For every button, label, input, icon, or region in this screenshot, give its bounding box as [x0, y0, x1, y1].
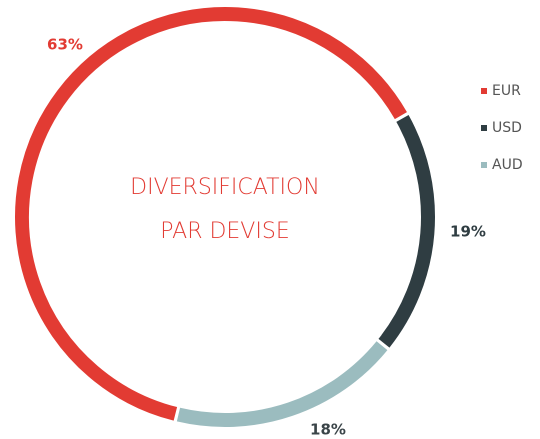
legend-marker [481, 88, 487, 94]
legend-label: AUD [492, 157, 523, 173]
value-label: 18% [310, 421, 346, 439]
value-label: 63% [47, 36, 83, 54]
chart-title: PAR DEVISE [160, 219, 289, 244]
legend-label: USD [492, 120, 522, 136]
value-label: 19% [450, 223, 486, 241]
donut-segment [378, 115, 435, 348]
legend-marker [481, 125, 487, 131]
donut-segment [15, 7, 407, 421]
legend-label: EUR [492, 83, 521, 99]
legend-marker [481, 162, 487, 168]
donut-segment [176, 341, 388, 427]
chart-title: DIVERSIFICATION [130, 175, 320, 200]
